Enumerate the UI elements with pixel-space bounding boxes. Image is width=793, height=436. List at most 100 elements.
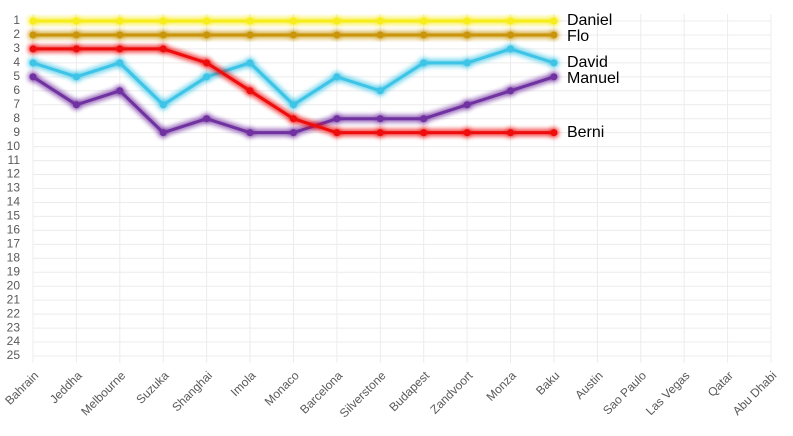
- x-tick-label: Silverstone: [337, 368, 389, 420]
- y-tick-label: 5: [13, 69, 20, 83]
- x-tick-label: Melbourne: [78, 368, 128, 418]
- data-point: [289, 101, 297, 109]
- data-point: [420, 129, 428, 137]
- data-point: [463, 129, 471, 137]
- data-point: [72, 31, 80, 39]
- data-point: [463, 101, 471, 109]
- series: [29, 73, 558, 137]
- y-tick-label: 20: [7, 278, 21, 292]
- data-point: [203, 17, 211, 25]
- series: [29, 31, 558, 39]
- data-point: [116, 45, 124, 53]
- x-tick-label: Sao Paulo: [600, 368, 649, 417]
- data-point: [116, 17, 124, 25]
- y-tick-label: 4: [13, 55, 20, 69]
- data-point: [507, 87, 515, 95]
- x-tick-label: Suzuka: [133, 368, 171, 406]
- data-point: [159, 17, 167, 25]
- data-point: [203, 73, 211, 81]
- data-point: [72, 17, 80, 25]
- y-tick-label: 23: [7, 320, 21, 334]
- data-point: [376, 115, 384, 123]
- series-label: Daniel: [567, 12, 612, 29]
- x-tick-label: Baku: [533, 368, 562, 397]
- data-point: [246, 87, 254, 95]
- y-tick-label: 11: [8, 153, 21, 167]
- data-point: [550, 129, 558, 137]
- y-tick-label: 10: [7, 139, 21, 153]
- x-tick-label: Monaco: [262, 368, 302, 408]
- y-tick-label: 7: [13, 97, 20, 111]
- data-point: [72, 101, 80, 109]
- data-point: [333, 17, 341, 25]
- data-point: [420, 17, 428, 25]
- series: [29, 45, 558, 109]
- x-tick-label: Budapest: [386, 368, 432, 414]
- x-tick-label: Austin: [572, 368, 605, 401]
- data-point: [376, 129, 384, 137]
- data-point: [203, 31, 211, 39]
- y-tick-label: 25: [7, 348, 21, 362]
- series: [29, 45, 558, 137]
- data-point: [29, 73, 37, 81]
- data-point: [289, 31, 297, 39]
- y-tick-label: 1: [13, 13, 20, 27]
- data-point: [29, 59, 37, 67]
- data-point: [550, 31, 558, 39]
- series-label: Flo: [567, 28, 589, 45]
- data-point: [203, 59, 211, 67]
- y-tick-label: 18: [7, 250, 21, 264]
- data-point: [289, 17, 297, 25]
- data-point: [550, 59, 558, 67]
- y-tick-label: 15: [7, 209, 21, 223]
- data-point: [289, 115, 297, 123]
- data-point: [72, 73, 80, 81]
- data-point: [203, 115, 211, 123]
- series-label: David: [567, 54, 608, 71]
- y-tick-label: 22: [7, 306, 21, 320]
- data-point: [507, 45, 515, 53]
- data-point: [159, 45, 167, 53]
- data-point: [376, 17, 384, 25]
- series: [29, 17, 558, 25]
- data-point: [463, 59, 471, 67]
- data-point: [29, 31, 37, 39]
- y-tick-label: 6: [13, 83, 20, 97]
- data-point: [550, 73, 558, 81]
- x-tick-label: Bahrain: [2, 368, 41, 407]
- x-tick-label: Qatar: [705, 368, 736, 399]
- x-tick-label: Imola: [228, 368, 259, 399]
- x-tick-label: Abu Dhabi: [730, 368, 780, 418]
- y-tick-label: 9: [13, 125, 20, 139]
- data-point: [333, 115, 341, 123]
- data-point: [507, 129, 515, 137]
- y-tick-label: 17: [7, 237, 21, 251]
- x-tick-label: Shanghai: [169, 368, 215, 414]
- data-point: [463, 31, 471, 39]
- y-tick-label: 24: [7, 334, 21, 348]
- data-point: [246, 59, 254, 67]
- y-tick-label: 8: [13, 111, 20, 125]
- y-tick-label: 19: [7, 264, 21, 278]
- data-point: [29, 45, 37, 53]
- x-tick-label: Zandvoort: [427, 368, 476, 417]
- data-point: [507, 31, 515, 39]
- data-point: [116, 59, 124, 67]
- data-point: [159, 129, 167, 137]
- data-point: [507, 17, 515, 25]
- y-tick-label: 13: [7, 181, 21, 195]
- data-point: [420, 115, 428, 123]
- y-tick-label: 16: [7, 223, 21, 237]
- data-point: [376, 31, 384, 39]
- data-point: [420, 31, 428, 39]
- y-tick-label: 21: [7, 292, 21, 306]
- series-label: Berni: [567, 124, 604, 141]
- data-point: [333, 73, 341, 81]
- x-tick-label: Las Vegas: [643, 368, 693, 418]
- data-point: [333, 31, 341, 39]
- data-point: [159, 31, 167, 39]
- x-tick-label: Jeddha: [47, 368, 85, 406]
- data-point: [376, 87, 384, 95]
- data-point: [29, 17, 37, 25]
